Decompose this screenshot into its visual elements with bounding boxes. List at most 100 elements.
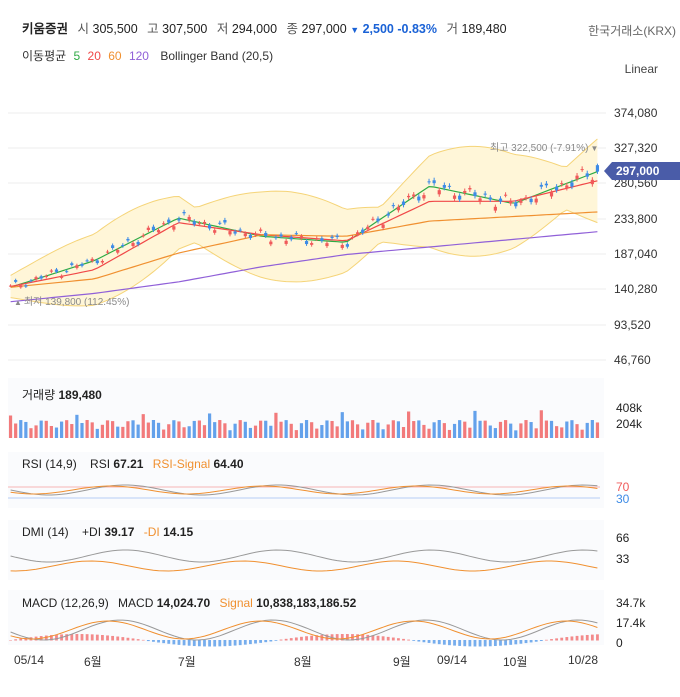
macd-histogram-bar [427,640,431,643]
candle-body [136,241,140,245]
candle-body [544,183,549,186]
macd-histogram-bar [575,635,579,641]
volume-bar [381,429,385,438]
high-label: 고 [147,22,159,36]
macd-histogram-bar [208,640,211,647]
candle-body [570,182,574,187]
volume-bar [560,427,564,438]
volume-bar [141,414,145,438]
macd-histogram-bar [60,634,63,641]
candle-body [473,192,477,197]
volume-bar [253,425,258,438]
macd-histogram-bar [545,639,548,641]
candle-body [248,234,253,239]
macd-tick: 34.7k [616,596,646,610]
volume-bar [59,421,64,438]
macd-histogram-bar [376,635,380,641]
macd-histogram-bar [111,635,115,641]
candle-body [524,197,528,199]
rsi-line [10,484,598,496]
candle-body [519,200,523,203]
macd-histogram-bar [80,634,84,641]
x-tick: 09/14 [437,653,468,667]
volume-bar [19,420,23,438]
volume-bar [49,425,53,438]
candle-body [412,194,416,197]
candle-body [85,260,89,262]
volume-bar [65,420,69,438]
macd-histogram-bar [254,640,257,644]
volume-bar [39,420,43,438]
candle-body [90,258,94,262]
rsi-tick-30: 30 [616,492,630,506]
macd-histogram-bar [172,640,176,645]
rsi-signal-value: 64.40 [213,457,244,471]
macd-histogram-bar [422,640,426,643]
candle-body [146,227,150,230]
dmi-panel-label: DMI (14) +DI 39.17 -DI 14.15 [22,525,193,539]
candle-body [391,205,395,207]
macd-histogram-bar [550,639,553,641]
moving-average-legend[interactable]: 이동평균 5 20 60 120 Bollinger Band (20,5) [22,47,277,64]
macd-histogram-bar [259,640,263,643]
macd-histogram-bar [75,634,79,641]
macd-histogram-bar [85,634,89,641]
scale-selector[interactable]: Linear [625,62,658,76]
candle-body [8,285,13,287]
macd-histogram-bar [555,638,559,641]
candle-body [126,238,130,241]
macd-histogram-bar [478,640,482,647]
volume-bar [345,421,349,438]
macd-histogram-bar [509,640,513,645]
candle-body [350,237,355,239]
ma-line-20 [10,180,598,288]
volume-bar [243,421,247,438]
macd-panel-label: MACD (12,26,9) MACD 14,024.70 Signal 10,… [22,596,356,610]
volume-bar [442,423,446,438]
candle-body [498,198,503,202]
macd-histogram-bar [223,640,227,647]
candle-body [284,240,288,244]
macd-histogram-bar [560,637,564,641]
volume-bar [299,423,304,438]
candle-body [233,231,237,234]
candle-body [177,218,181,221]
volume-bar [519,423,523,438]
volume-bar [549,420,554,438]
volume-current: 189,480 [58,388,102,402]
macd-histogram-bar [29,637,33,641]
volume-bar [8,415,13,438]
change-percent: -0.83% [397,22,437,36]
candle-body [14,280,18,282]
candle-body [539,184,543,187]
macd-signal-line [10,620,598,640]
macd-histogram-bar [197,640,201,647]
bollinger-band-fill [10,139,598,306]
volume-bar [202,425,207,438]
candle-body [422,195,426,199]
volume-bar [575,424,579,438]
volume-bar [24,421,28,438]
candle-body [458,195,462,200]
macd-tick: 17.4k [616,616,646,630]
volume-bar [565,421,569,438]
volume-bar [473,410,477,438]
candle-body [167,219,171,223]
macd-histogram-bar [238,640,242,646]
volume-bar [493,428,497,438]
macd-histogram-bar [539,640,543,642]
candle-body [335,235,339,238]
candle-body [182,212,186,214]
volume-bar [294,430,298,438]
current-price-tag: 297,000 [604,162,680,180]
macd-histogram-bar [152,640,155,642]
high-value: 307,500 [162,22,208,36]
candle-body [340,244,344,248]
candle-body [478,198,482,203]
macd-histogram-bar [514,640,518,645]
close-label: 종 [286,22,299,36]
candle-body [39,276,43,279]
volume-bar [34,425,38,438]
volume-bar [70,424,74,438]
